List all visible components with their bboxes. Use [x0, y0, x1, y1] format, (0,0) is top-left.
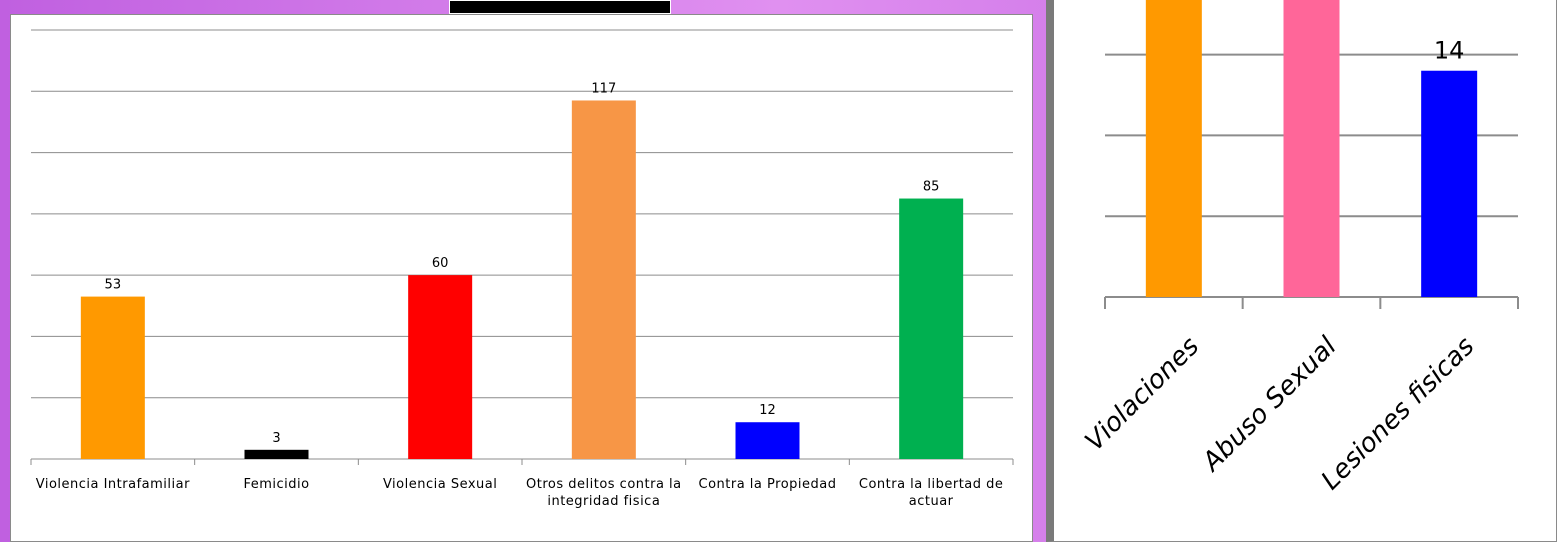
title-box	[449, 0, 671, 14]
data-label: 14	[1434, 37, 1465, 65]
data-label: 117	[591, 81, 616, 96]
bar	[1421, 70, 1478, 297]
data-label: 12	[759, 403, 776, 418]
bar	[1283, 0, 1340, 298]
data-label: 60	[432, 256, 449, 271]
data-label: 85	[923, 180, 940, 195]
right-chart: 252414	[1104, 0, 1519, 309]
bar	[571, 100, 636, 459]
bar	[244, 449, 309, 459]
x-tick-label: Femicidio	[243, 477, 310, 492]
x-tick-label: Otros delitos contra la integridad fisic…	[526, 477, 682, 509]
x-tick-label: Violencia Intrafamiliar	[35, 477, 190, 492]
bar	[735, 422, 800, 459]
data-label: 3	[272, 431, 280, 446]
x-tick-label: Contra la Propiedad	[698, 477, 837, 492]
left-chart: 53 3 60 117 12 85	[30, 29, 1014, 465]
left-chart-panel: 53 3 60 117 12 85 Violencia Intrafamiliar Femi…	[10, 14, 1033, 542]
bar	[1145, 0, 1202, 297]
bar	[899, 198, 964, 460]
data-label: 53	[105, 278, 122, 293]
bar	[408, 275, 473, 459]
bar	[80, 296, 145, 459]
x-tick-label: Violencia Sexual	[382, 477, 498, 492]
x-tick-label: Contra la libertad de actuar	[858, 477, 1004, 509]
